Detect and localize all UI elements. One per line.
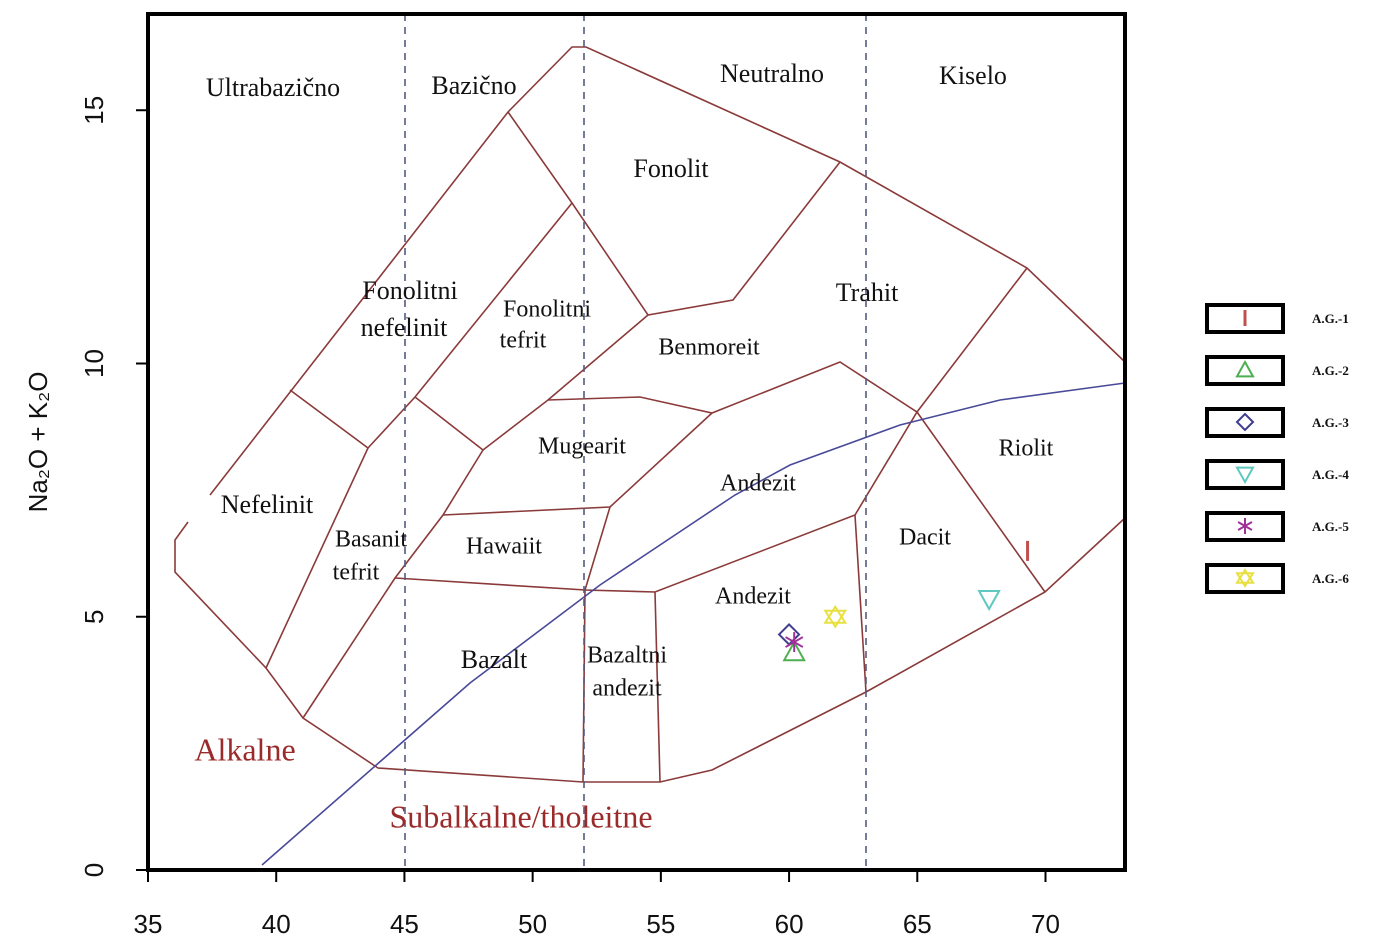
annotation: Fonolit bbox=[633, 154, 709, 183]
annotation: Nefelinit bbox=[221, 490, 314, 519]
annotation: Trahit bbox=[836, 278, 899, 307]
point bbox=[1237, 518, 1253, 534]
legend-box bbox=[1205, 563, 1285, 594]
legend-label: A.G.-4 bbox=[1312, 467, 1349, 482]
annotation: andezit bbox=[592, 676, 662, 702]
legend-box bbox=[1205, 407, 1285, 438]
point bbox=[1235, 466, 1255, 485]
legend-label: A.G.-5 bbox=[1312, 519, 1349, 534]
x-tick-label: 65 bbox=[903, 909, 932, 939]
annotation: Andezit bbox=[720, 471, 796, 497]
y-axis-label: Na₂O + K₂O bbox=[23, 372, 53, 513]
annotation: Basanit bbox=[335, 527, 407, 553]
annotation: Neutralno bbox=[720, 59, 824, 88]
y-tick-label: 15 bbox=[79, 96, 109, 125]
marker-shape bbox=[1235, 412, 1255, 432]
marker-shape bbox=[1235, 359, 1255, 378]
marker-shape bbox=[823, 609, 848, 629]
marker-shape bbox=[1235, 568, 1255, 584]
y-tick-label: 5 bbox=[79, 610, 109, 624]
legend-box bbox=[1205, 459, 1285, 490]
annotation: Ultrabazično bbox=[206, 73, 340, 102]
point bbox=[785, 632, 804, 653]
x-tick-label: 40 bbox=[262, 909, 291, 939]
annotation: Fonolitni bbox=[503, 297, 591, 323]
annotation: Mugearit bbox=[538, 434, 626, 460]
field-boundaries bbox=[174, 46, 1126, 783]
point bbox=[782, 640, 806, 662]
point bbox=[1235, 568, 1255, 588]
annotation: Bazaltni bbox=[587, 643, 667, 669]
annotation: Subalkalne/tholeitne bbox=[389, 798, 652, 834]
marker-shape bbox=[1235, 572, 1255, 588]
annotation: Bazalt bbox=[461, 645, 528, 674]
annotation: Andezit bbox=[715, 584, 791, 610]
marker-shape bbox=[977, 590, 1001, 612]
marker-shape bbox=[782, 640, 806, 662]
x-tick-label: 45 bbox=[390, 909, 419, 939]
annotation: Benmoreit bbox=[658, 335, 760, 361]
annotation: Alkalne bbox=[194, 731, 295, 767]
annotation: nefelinit bbox=[361, 313, 448, 342]
annotation: Dacit bbox=[899, 525, 951, 551]
plot-frame bbox=[146, 12, 1127, 872]
annotation: Hawaiit bbox=[466, 534, 542, 560]
y-tick-label: 0 bbox=[79, 863, 109, 877]
legend-label: A.G.-6 bbox=[1312, 571, 1349, 586]
marker-shape bbox=[1235, 466, 1255, 485]
point bbox=[977, 590, 1001, 612]
legend-label: A.G.-3 bbox=[1312, 415, 1349, 430]
x-tick-label: 55 bbox=[646, 909, 675, 939]
annotations: Ultrabazično Bazično Neutralno Kiselo Fo… bbox=[194, 59, 1053, 834]
annotation: tefrit bbox=[500, 328, 547, 354]
x-tick-label: 70 bbox=[1031, 909, 1060, 939]
legend-label: A.G.-2 bbox=[1312, 363, 1349, 378]
annotation: Bazično bbox=[431, 71, 516, 100]
alkaline-divider bbox=[261, 382, 1126, 866]
y-tick-label: 10 bbox=[79, 349, 109, 378]
x-tick-label: 35 bbox=[134, 909, 163, 939]
legend-box bbox=[1205, 355, 1285, 386]
annotation: Kiselo bbox=[939, 61, 1007, 90]
point bbox=[1235, 412, 1255, 432]
marker-shape bbox=[785, 636, 804, 648]
point bbox=[1235, 359, 1255, 378]
legend-box bbox=[1205, 511, 1285, 542]
x-tick-label: 60 bbox=[775, 909, 804, 939]
x-tick-label: 50 bbox=[518, 909, 547, 939]
legend-box bbox=[1205, 303, 1285, 334]
annotation: tefrit bbox=[333, 560, 380, 586]
point bbox=[823, 604, 848, 629]
legend-label: A.G.-1 bbox=[1312, 311, 1349, 326]
marker-shape bbox=[823, 604, 848, 624]
annotation: Fonolitni bbox=[362, 276, 457, 305]
marker-shape bbox=[1237, 521, 1253, 531]
annotation: Riolit bbox=[999, 436, 1054, 462]
